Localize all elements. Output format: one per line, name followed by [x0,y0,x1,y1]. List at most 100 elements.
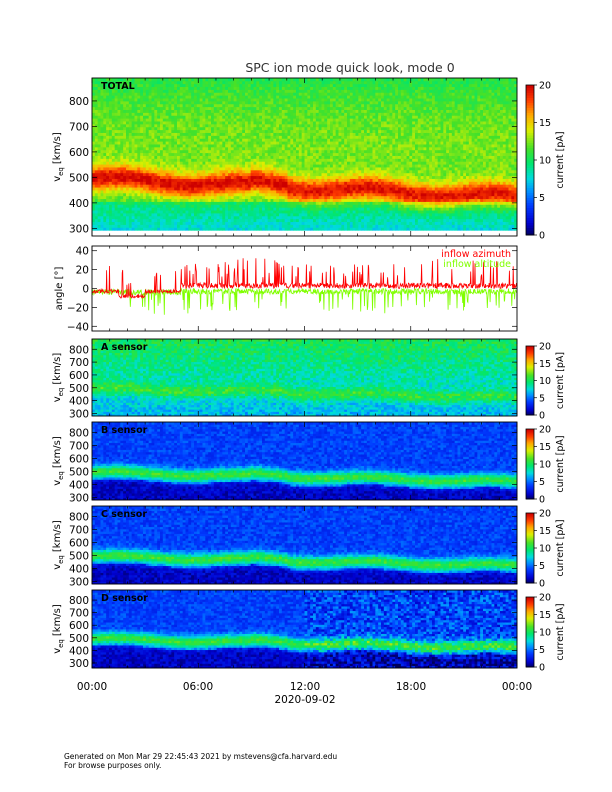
y-tick-label: 300 [69,408,89,420]
colorbar: 0 5 10 15 20 current [pA] [526,81,566,242]
panel-label: TOTAL [101,81,135,92]
colorbar-tick-label: 20 [539,425,551,436]
colorbar: 0 5 10 15 20 current [pA] [526,342,566,422]
y-axis-label: veq[km/s] [52,520,65,570]
y-axis-label: angle [°] [54,267,65,311]
footer-generated: Generated on Mon Mar 29 22:45:43 2021 by… [64,752,337,761]
figure-title: SPC ion mode quick look, mode 0 [245,60,454,75]
y-tick-label: 700 [69,440,89,452]
y-tick-label: 600 [69,620,89,632]
x-tick-label: 06:00 [183,681,213,693]
colorbar-label: current [pA] [555,435,566,492]
colorbar-tick-label: 20 [539,81,551,92]
colorbar-tick-label: 10 [539,628,551,639]
y-tick-label: −40 [67,321,89,333]
y-tick-label: 800 [69,344,89,356]
colorbar-tick-label: 0 [539,231,545,242]
y-tick-label: 300 [69,576,89,588]
y-tick-label: 600 [69,370,89,382]
y-tick-label: 700 [69,524,89,536]
colorbar-tick-label: 5 [539,193,545,204]
heatmap-panel-0: 300 400 500 600 700 800 TOTAL veq[km/s] 0 5 10 15 20… [52,78,566,242]
x-tick-label: 00:00 [77,681,107,693]
heatmap-cells [92,590,517,668]
colorbar-tick-label: 10 [539,156,551,167]
colorbar-tick-label: 15 [539,610,551,621]
colorbar-tick-label: 0 [539,663,545,674]
legend-altitude: inflow altitude [443,259,511,270]
y-tick-label: 400 [69,645,89,657]
colorbar-tick-label: 20 [539,342,551,353]
panel-label: C sensor [101,509,147,520]
heatmap-cells [92,422,517,500]
heatmap-cells [92,339,517,416]
colorbar-tick-label: 10 [539,376,551,387]
y-tick-label: 600 [69,537,89,549]
y-axis-label: veq[km/s] [52,604,65,654]
y-axis-label: veq[km/s] [52,436,65,486]
panels: 300400500600700800TOTALveq[km/s]05101520… [52,78,566,674]
x-tick-label: 18:00 [396,681,426,693]
y-tick-label: 800 [69,96,89,108]
y-tick-label: 300 [69,658,89,670]
colorbar-tick-label: 0 [539,411,545,422]
colorbar-label: current [pA] [555,519,566,576]
colorbar-tick-label: 20 [539,509,551,520]
y-tick-label: 500 [69,550,89,562]
y-axis-label: veq[km/s] [52,353,65,403]
y-tick-label: 0 [82,284,89,296]
y-tick-label: −20 [67,302,89,314]
x-tick-label: 12:00 [290,681,320,693]
y-tick-label: 400 [69,198,89,210]
y-tick-label: 700 [69,357,89,369]
colorbar-label: current [pA] [555,352,566,409]
colorbar-tick-label: 15 [539,442,551,453]
colorbar-tick-label: 0 [539,579,545,590]
y-tick-label: 40 [76,246,89,258]
colorbar-tick-label: 15 [539,526,551,537]
colorbar-tick-label: 20 [539,593,551,604]
colorbar-tick-label: 10 [539,460,551,471]
y-axis-label: veq[km/s] [52,132,65,182]
y-tick-label: 700 [69,121,89,133]
y-tick-label: 800 [69,595,89,607]
colorbar-tick-label: 5 [539,645,545,656]
colorbar-tick-label: 0 [539,495,545,506]
panel-label: A sensor [101,342,148,353]
y-tick-label: 600 [69,453,89,465]
colorbar-label: current [pA] [555,603,566,660]
x-tick-label: 00:00 [502,681,532,693]
y-tick-label: 500 [69,633,89,645]
y-tick-label: 800 [69,511,89,523]
panel-label: D sensor [101,593,148,604]
x-date-label: 2020-09-02 [274,694,335,706]
y-tick-label: 800 [69,427,89,439]
colorbar: 0 5 10 15 20 current [pA] [526,425,566,506]
colorbar-tick-label: 5 [539,477,545,488]
y-tick-label: 500 [69,172,89,184]
footer-note: For browse purposes only. [64,761,161,770]
colorbar-tick-label: 15 [539,359,551,370]
y-tick-label: 20 [76,265,89,277]
y-tick-label: 400 [69,563,89,575]
y-tick-label: 500 [69,383,89,395]
time-axis: 00:00 06:00 12:00 18:00 00:00 2020-09-02 [77,681,532,706]
y-tick-label: 300 [69,223,89,235]
colorbar-tick-label: 5 [539,561,545,572]
y-tick-label: 700 [69,608,89,620]
y-tick-label: 500 [69,466,89,478]
y-tick-label: 400 [69,479,89,491]
panel-label: B sensor [101,425,148,436]
y-tick-label: 600 [69,147,89,159]
colorbar-tick-label: 15 [539,118,551,129]
colorbar-tick-label: 5 [539,393,545,404]
colorbar-label: current [pA] [555,131,566,188]
heatmap-cells [92,506,517,584]
